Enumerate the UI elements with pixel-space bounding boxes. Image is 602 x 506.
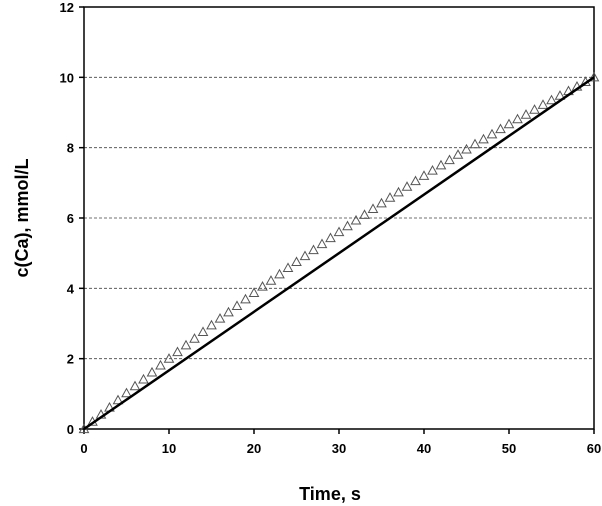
y-tick-label: 2 — [67, 352, 74, 367]
data-point — [384, 192, 396, 202]
y-tick-label: 10 — [60, 70, 74, 85]
data-point — [274, 268, 285, 279]
x-tick-label: 30 — [332, 441, 346, 456]
data-point — [291, 256, 302, 267]
data-point — [214, 313, 226, 323]
data-point — [197, 326, 209, 337]
data-point — [537, 99, 549, 109]
data-point — [359, 209, 370, 219]
data-point — [469, 138, 481, 149]
data-point — [435, 159, 447, 170]
plot-frame — [83, 6, 595, 430]
data-point — [520, 109, 532, 119]
x-tick-label: 60 — [587, 441, 601, 456]
data-point — [146, 366, 158, 377]
data-point — [163, 353, 175, 363]
data-point — [554, 90, 566, 100]
data-point — [427, 164, 438, 175]
data-point — [172, 346, 183, 357]
data-point — [121, 387, 132, 398]
data-point — [223, 306, 234, 317]
data-point — [495, 123, 506, 134]
data-point — [461, 143, 472, 154]
data-point — [512, 113, 523, 124]
data-point — [129, 380, 141, 391]
data-point — [588, 71, 600, 82]
y-tick-label: 6 — [67, 211, 74, 226]
data-point — [206, 319, 217, 330]
data-point — [265, 275, 277, 285]
data-point — [299, 250, 311, 261]
data-point — [478, 133, 489, 144]
y-tick-label: 12 — [60, 0, 74, 15]
data-line — [83, 76, 595, 431]
data-point — [444, 154, 455, 165]
data-point — [257, 281, 268, 291]
data-point — [248, 287, 260, 298]
x-tick-label: 0 — [80, 441, 87, 456]
data-point — [240, 293, 251, 304]
data-point — [503, 118, 515, 129]
data-point — [316, 238, 328, 249]
x-axis-title: Time, s — [299, 484, 361, 504]
data-point — [138, 373, 149, 384]
data-point — [529, 104, 540, 114]
data-point — [401, 181, 413, 191]
data-point — [410, 175, 421, 186]
data-point — [308, 244, 319, 255]
data-point — [325, 232, 336, 243]
data-point — [367, 203, 379, 213]
data-point — [376, 197, 387, 208]
data-point — [452, 149, 464, 159]
data-point — [342, 220, 353, 231]
y-tick-label: 4 — [67, 281, 75, 296]
y-tick-label: 8 — [67, 141, 74, 156]
data-point — [180, 339, 192, 350]
y-tick-label: 0 — [67, 422, 74, 437]
data-point — [155, 359, 166, 370]
data-point — [546, 94, 557, 105]
data-point — [486, 128, 498, 139]
data-point — [231, 300, 243, 311]
data-point — [350, 214, 362, 225]
data-point — [112, 394, 124, 405]
data-point — [393, 186, 404, 197]
y-axis-title: c(Ca), mmol/L — [12, 158, 32, 277]
data-point — [189, 333, 200, 343]
x-tick-label: 50 — [502, 441, 516, 456]
data-point — [418, 170, 430, 180]
x-tick-label: 10 — [162, 441, 176, 456]
data-point — [282, 262, 294, 273]
x-tick-label: 40 — [417, 441, 431, 456]
x-tick-label: 20 — [247, 441, 261, 456]
data-point — [333, 226, 345, 237]
